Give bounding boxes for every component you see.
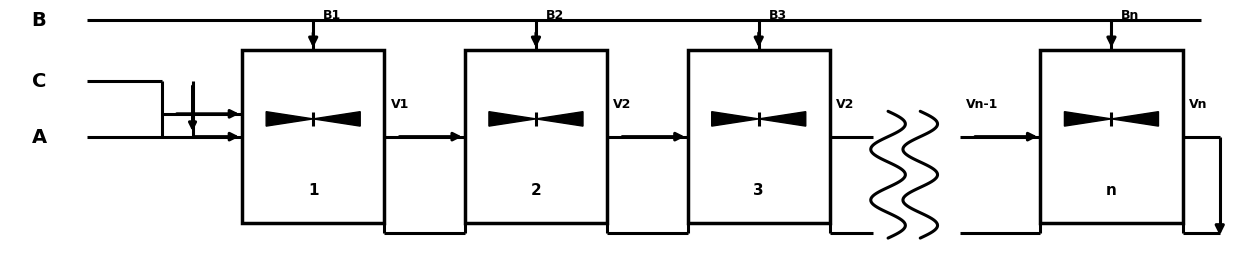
Text: B: B — [32, 11, 46, 30]
Text: V2: V2 — [613, 98, 632, 111]
Text: V1: V1 — [390, 98, 409, 111]
Polygon shape — [536, 112, 584, 127]
Text: n: n — [1106, 183, 1116, 198]
Polygon shape — [1111, 112, 1158, 127]
Bar — [242, 51, 384, 223]
Polygon shape — [711, 112, 758, 127]
Text: 3: 3 — [753, 183, 764, 198]
Polygon shape — [1064, 112, 1111, 127]
Bar — [688, 51, 830, 223]
Polygon shape — [489, 112, 536, 127]
Text: 2: 2 — [530, 183, 541, 198]
Text: B3: B3 — [768, 9, 787, 22]
Text: B2: B2 — [546, 9, 564, 22]
Text: 1: 1 — [309, 183, 318, 198]
Polygon shape — [758, 112, 805, 127]
Text: B1: B1 — [323, 9, 341, 22]
Polygon shape — [266, 112, 313, 127]
Bar — [1041, 51, 1182, 223]
Polygon shape — [313, 112, 361, 127]
Text: Vn-1: Vn-1 — [966, 98, 999, 111]
Text: A: A — [32, 128, 47, 147]
Text: Vn: Vn — [1188, 98, 1207, 111]
Text: V2: V2 — [836, 98, 855, 111]
Text: C: C — [32, 72, 46, 91]
Text: Bn: Bn — [1121, 9, 1140, 22]
Bar — [465, 51, 607, 223]
